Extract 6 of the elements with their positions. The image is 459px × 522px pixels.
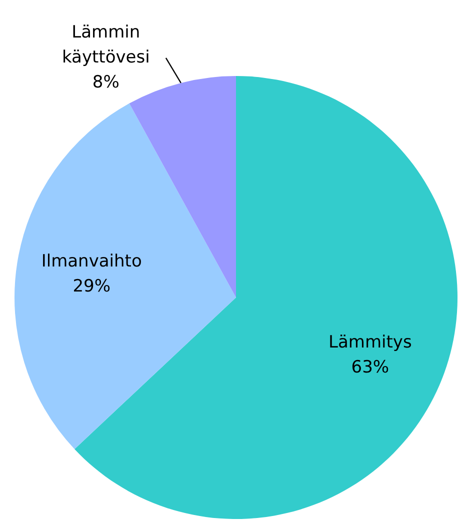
slice-label: Ilmanvaihto bbox=[41, 252, 142, 272]
data-label: 29% bbox=[72, 276, 111, 297]
slice-label: Lämmitys bbox=[328, 332, 412, 352]
data-label: 63% bbox=[351, 357, 390, 378]
data-label: 8% bbox=[92, 72, 120, 92]
slice-label: Lämmin käyttövesi bbox=[62, 22, 150, 68]
